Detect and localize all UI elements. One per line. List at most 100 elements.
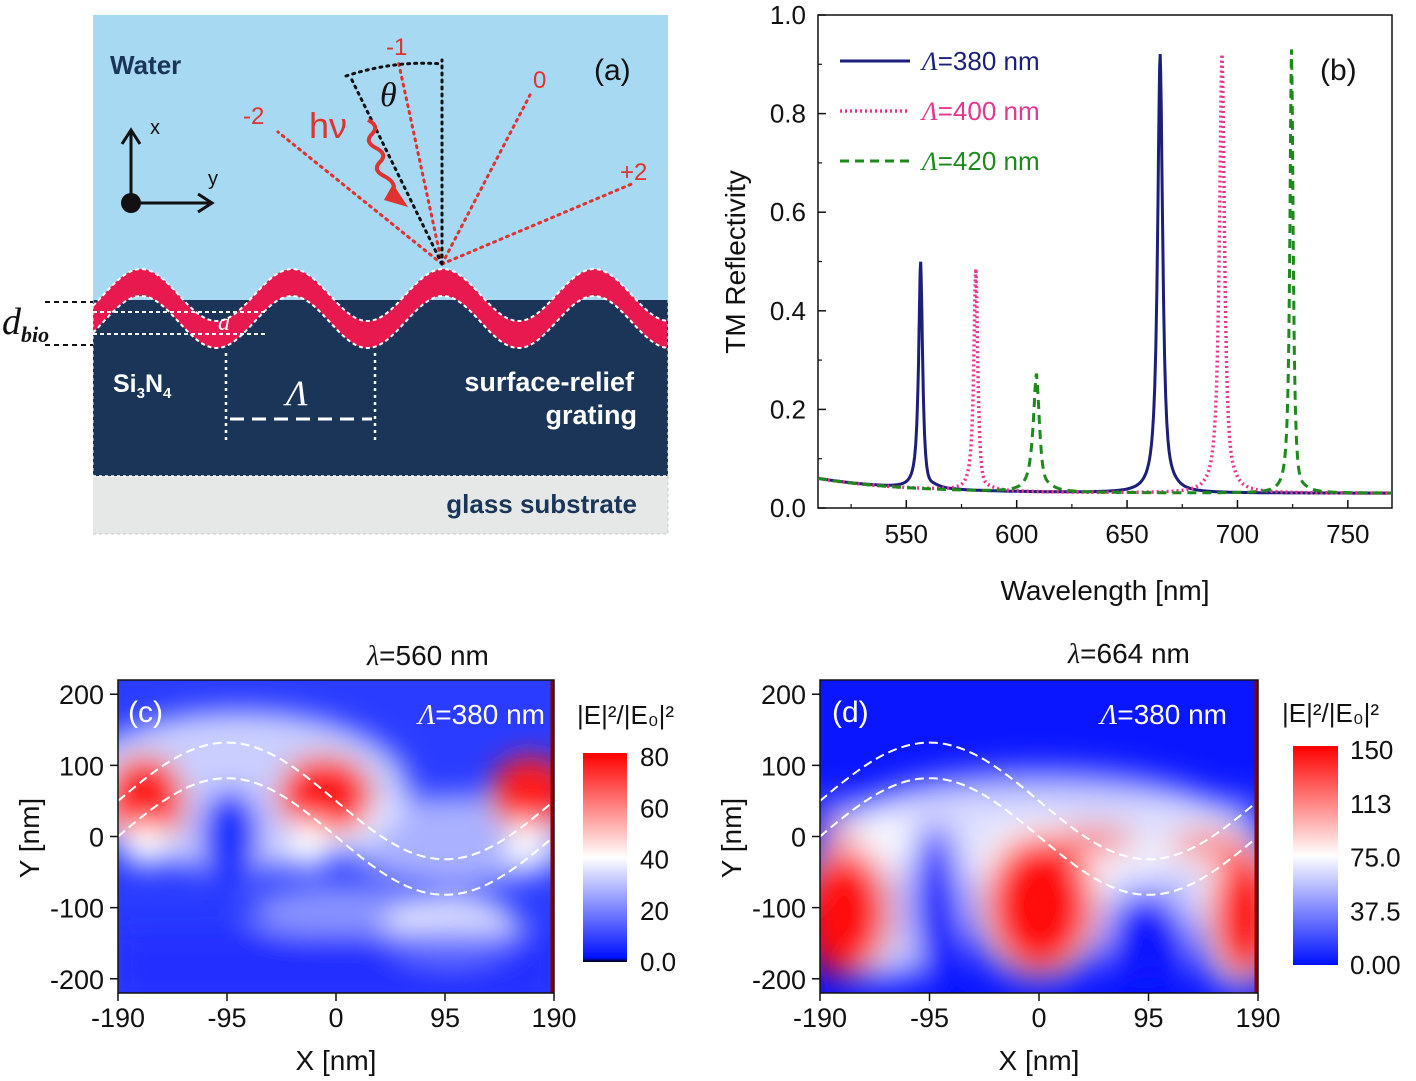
colorbar-title-d: |E|²/|E₀|² bbox=[1282, 698, 1379, 728]
tick-labels-d: -190 -95 0 95 190 200 100 0 -100 -200 bbox=[752, 680, 1281, 1033]
order-plus2-ray bbox=[440, 181, 636, 266]
legend-label-420: Λ=420 nm bbox=[919, 146, 1040, 176]
colorbar-tick-label: 150 bbox=[1350, 735, 1393, 765]
y-tick-label: -100 bbox=[50, 894, 104, 924]
order-minus1-label: -1 bbox=[386, 34, 407, 61]
bio-top-boundary bbox=[92, 267, 668, 323]
y-tick-label: 0.0 bbox=[770, 493, 806, 523]
legend-label-380: Λ=380 nm bbox=[919, 46, 1040, 76]
grating-label-line2: grating bbox=[546, 400, 638, 430]
y-tick-label: 0 bbox=[89, 823, 104, 853]
colorbar-tick-label: 37.5 bbox=[1350, 896, 1401, 926]
panel-d: λ=664 nm (d) bbox=[716, 638, 1401, 1076]
bio-top-boundary-c bbox=[118, 741, 554, 861]
plot-frame bbox=[817, 14, 1393, 509]
bio-top-boundary-d bbox=[820, 741, 1258, 861]
colorbar-ticks-d: 150 113 75.0 37.5 0.00 bbox=[1350, 735, 1401, 980]
y-tick-label: 200 bbox=[59, 680, 104, 710]
tick-marks bbox=[818, 14, 1349, 509]
x-tick-label: -95 bbox=[207, 1003, 246, 1033]
x-tick-label: 750 bbox=[1326, 519, 1369, 549]
panel-c-title: λ=560 nm bbox=[366, 640, 489, 672]
axis-x-label: x bbox=[150, 117, 160, 139]
field-map-d bbox=[820, 680, 1258, 993]
y-tick-label: 1.0 bbox=[770, 0, 806, 30]
x-tick-label: 190 bbox=[531, 1003, 576, 1033]
colorbar-tick-label: 75.0 bbox=[1350, 843, 1401, 873]
x-axis-label: Wavelength [nm] bbox=[1000, 575, 1209, 606]
y-axis-label-d: Y [nm] bbox=[716, 798, 747, 878]
colorbar-c bbox=[583, 753, 627, 962]
grating-label-line1: surface-relief bbox=[464, 367, 635, 397]
x-tick-label: 550 bbox=[885, 519, 928, 549]
x-tick-label: 0 bbox=[1031, 1003, 1046, 1033]
diffraction-rays bbox=[276, 58, 636, 266]
si3n4-label: Si3N4 bbox=[113, 370, 172, 402]
bio-layer bbox=[93, 269, 667, 348]
water-label: Water bbox=[110, 50, 181, 80]
a-label: a bbox=[218, 310, 230, 336]
colorbar-tick-label: 60 bbox=[640, 793, 669, 823]
grating-boundary bbox=[92, 294, 668, 350]
order-minus2-ray bbox=[276, 130, 444, 266]
incident-line bbox=[348, 74, 444, 266]
y-tick-label: 100 bbox=[761, 751, 806, 781]
series-line-2 bbox=[818, 54, 1392, 495]
y-tick-label: 200 bbox=[761, 680, 806, 710]
x-axis-label-c: X [nm] bbox=[296, 1045, 377, 1076]
order-plus2-label: +2 bbox=[620, 159, 647, 186]
colorbar-tick-label: 40 bbox=[640, 845, 669, 875]
y-tick-label: -100 bbox=[752, 894, 806, 924]
y-tick-label: -200 bbox=[50, 965, 104, 995]
axis-y-label: y bbox=[208, 168, 218, 190]
theta-label: θ bbox=[380, 77, 397, 114]
x-tick-label: -190 bbox=[91, 1003, 145, 1033]
x-axis-label-d: X [nm] bbox=[999, 1045, 1080, 1076]
series-line-3 bbox=[818, 49, 1392, 495]
panel-a-label: (a) bbox=[594, 54, 631, 87]
y-tick-label: 0 bbox=[791, 823, 806, 853]
colorbar-title-c: |E|²/|E₀|² bbox=[577, 700, 674, 730]
order-minus2-label: -2 bbox=[243, 103, 264, 130]
y-axis-label-c: Y [nm] bbox=[14, 798, 45, 878]
colorbar-d bbox=[1293, 746, 1338, 965]
order-minus1-ray bbox=[396, 58, 444, 266]
y-tick-label: 0.6 bbox=[770, 197, 806, 227]
y-tick-labels: 0.0 0.2 0.4 0.6 0.8 1.0 bbox=[770, 0, 806, 523]
axes-icon bbox=[120, 127, 215, 214]
legend-label-400: Λ=400 nm bbox=[919, 96, 1040, 126]
period-lambda-label: Λ bbox=[283, 373, 308, 413]
x-tick-label: 650 bbox=[1105, 519, 1148, 549]
photon-label: hν bbox=[309, 105, 347, 146]
dbio-bracket bbox=[45, 301, 93, 346]
period-bracket bbox=[224, 353, 377, 443]
x-tick-label: -190 bbox=[793, 1003, 847, 1033]
panel-c: λ=560 nm (c) Λ=380 nm bbox=[14, 640, 676, 1076]
panel-c-period: Λ=380 nm bbox=[415, 699, 545, 731]
y-tick-label: -200 bbox=[752, 965, 806, 995]
x-tick-label: -95 bbox=[910, 1003, 949, 1033]
photon-arrow-icon bbox=[366, 118, 408, 207]
y-tick-label: 0.8 bbox=[770, 99, 806, 129]
y-axis-label: TM Reflectivity bbox=[720, 170, 751, 354]
colorbar-tick-label: 0.0 bbox=[640, 947, 676, 977]
colorbar-tick-label: 80 bbox=[640, 742, 669, 772]
series-group bbox=[818, 49, 1392, 495]
grating-boundary-c bbox=[118, 777, 554, 896]
y-tick-label: 100 bbox=[59, 751, 104, 781]
x-tick-label: 190 bbox=[1235, 1003, 1280, 1033]
series-line-1 bbox=[818, 54, 1392, 495]
field-map-c bbox=[118, 680, 554, 993]
tick-labels-c: -190 -95 0 95 190 200 100 0 -100 -200 bbox=[50, 680, 577, 1033]
x-tick-label: 0 bbox=[328, 1003, 343, 1033]
x-tick-label: 600 bbox=[995, 519, 1038, 549]
panel-c-label: (c) bbox=[128, 696, 163, 729]
theta-arc bbox=[344, 61, 444, 78]
tick-marks-c bbox=[110, 693, 555, 1001]
y-tick-label: 0.2 bbox=[770, 394, 806, 424]
x-tick-label: 95 bbox=[430, 1003, 460, 1033]
order-0-label: 0 bbox=[533, 67, 546, 94]
panel-b-label: (b) bbox=[1320, 54, 1357, 87]
colorbar-tick-label: 20 bbox=[640, 896, 669, 926]
